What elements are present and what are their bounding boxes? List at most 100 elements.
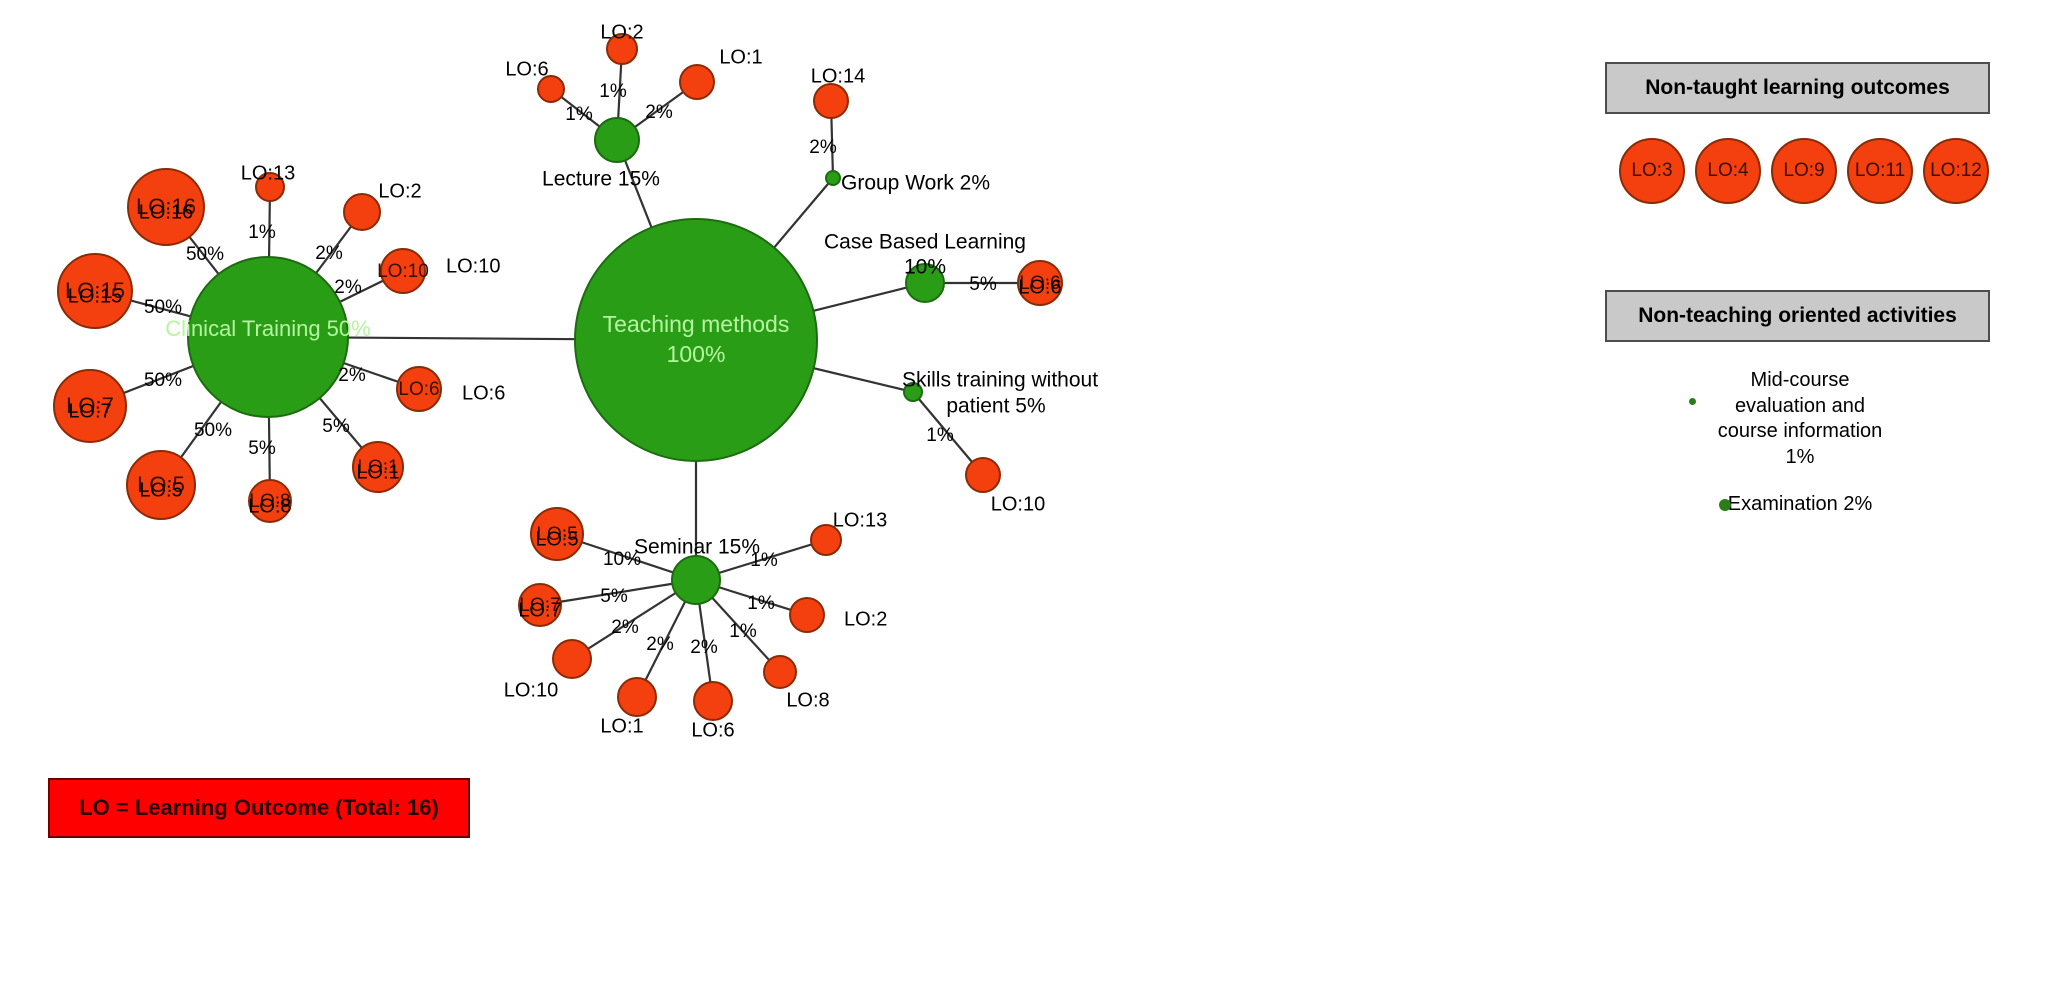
outcome-lecture-0-pct: 1% bbox=[565, 104, 593, 125]
label-case-based-learning: Case Based Learning bbox=[824, 231, 1026, 254]
outcome-clinical-training-5-pct: 50% bbox=[144, 370, 182, 391]
node-teaching-methods[interactable] bbox=[574, 218, 818, 462]
outcome-clinical-training-7-pct: 5% bbox=[322, 416, 350, 437]
non-taught-chip-lo-11[interactable]: LO:11 bbox=[1847, 138, 1913, 204]
non-teaching-item-0-line: evaluation and bbox=[1734, 394, 1866, 417]
node-skills-training[interactable] bbox=[903, 382, 923, 402]
lo-key-legend: LO = Learning Outcome (Total: 16) bbox=[48, 778, 470, 838]
node-seminar-outcome-4[interactable] bbox=[693, 681, 733, 721]
node-seminar-outcome-6[interactable] bbox=[789, 597, 825, 633]
outcome-seminar-0-outside-label: LO:5 bbox=[535, 528, 578, 550]
node-group-work[interactable] bbox=[825, 170, 841, 186]
node-group-work-outcome-0[interactable] bbox=[813, 83, 849, 119]
outcome-seminar-7-label: LO:13 bbox=[833, 509, 887, 531]
root-value: 100% bbox=[667, 341, 726, 367]
non-taught-chip-lo-4[interactable]: LO:4 bbox=[1695, 138, 1761, 204]
outcome-clinical-training-6-inner-label: LO:6 bbox=[398, 379, 439, 400]
non-teaching-item-1-line: Examination 2% bbox=[1727, 493, 1873, 515]
node-clinical-training-outcome-2[interactable] bbox=[343, 193, 381, 231]
label-case-based-learning-value: 10% bbox=[904, 256, 946, 279]
outcome-clinical-training-6-pct: 2% bbox=[338, 365, 366, 386]
node-clinical-training-outcome-5[interactable] bbox=[53, 369, 127, 443]
outcome-seminar-1-inner-label: LO:7 bbox=[519, 595, 560, 616]
outcome-lecture-1-pct: 1% bbox=[599, 81, 627, 102]
outcome-seminar-1-outside-label: LO:7 bbox=[518, 599, 561, 621]
node-seminar-outcome-3[interactable] bbox=[617, 677, 657, 717]
node-clinical-training-outcome-3[interactable] bbox=[380, 248, 426, 294]
non-taught-chip-lo-12[interactable]: LO:12 bbox=[1923, 138, 1989, 204]
node-lecture-outcome-2[interactable] bbox=[679, 64, 715, 100]
non-taught-legend-title: Non-taught learning outcomes bbox=[1605, 62, 1990, 114]
outcome-clinical-training-8-inner-label: LO:5 bbox=[137, 472, 185, 497]
outcome-case-based-learning-0-inner-label: LO:6 bbox=[1019, 273, 1060, 294]
non-taught-chip-row: LO:3 LO:4 LO:9 LO:11 LO:12 bbox=[1605, 138, 1990, 214]
non-teaching-item-0-line: course information bbox=[1717, 420, 1883, 443]
label-skills-training: Skills training without bbox=[902, 369, 1098, 392]
node-seminar-outcome-1[interactable] bbox=[518, 583, 562, 627]
node-skills-training-outcome-0[interactable] bbox=[965, 457, 1001, 493]
outcome-case-based-learning-0-pct: 5% bbox=[969, 274, 997, 295]
outcome-clinical-training-0-pct: 50% bbox=[186, 244, 224, 265]
outcome-case-based-learning-0-outside-label: LO:6 bbox=[1018, 276, 1061, 298]
node-clinical-training-outcome-6[interactable] bbox=[396, 366, 442, 412]
outcome-seminar-6-pct: 1% bbox=[747, 593, 775, 614]
outcome-clinical-training-1-label: LO:13 bbox=[241, 162, 295, 184]
non-taught-chip-lo-3[interactable]: LO:3 bbox=[1619, 138, 1685, 204]
node-clinical-training-outcome-8[interactable] bbox=[126, 450, 196, 520]
node-clinical-training-outcome-1[interactable] bbox=[255, 172, 285, 202]
node-seminar-outcome-2[interactable] bbox=[552, 639, 592, 679]
outcome-clinical-training-7-inner-label: LO:1 bbox=[357, 457, 398, 478]
outcome-lecture-0-label: LO:6 bbox=[505, 58, 548, 80]
outcome-clinical-training-0-outside-label: LO:16 bbox=[139, 201, 193, 223]
outcome-skills-training-0-pct: 1% bbox=[926, 425, 954, 446]
outcome-lecture-2-label: LO:1 bbox=[719, 46, 762, 68]
label-skills-training-value: patient 5% bbox=[946, 395, 1045, 418]
outcome-seminar-0-inner-label: LO:5 bbox=[536, 524, 577, 545]
outcome-clinical-training-4-pct: 50% bbox=[144, 297, 182, 318]
node-clinical-training-outcome-0[interactable] bbox=[127, 168, 205, 246]
node-clinical-training[interactable] bbox=[187, 256, 349, 418]
outcome-clinical-training-8-outside-label: LO:5 bbox=[139, 479, 182, 501]
non-teaching-item-list: Mid-course evaluation and course informati… bbox=[1605, 342, 1990, 542]
outcome-seminar-0-pct: 10% bbox=[603, 549, 641, 570]
outcome-seminar-2-pct: 2% bbox=[611, 617, 639, 638]
outcome-seminar-7-pct: 1% bbox=[750, 550, 778, 571]
non-teaching-legend: Non-teaching oriented activities Mid-cou… bbox=[1605, 290, 1990, 542]
outcome-clinical-training-1-pct: 1% bbox=[248, 222, 276, 243]
non-teaching-dot-1[interactable] bbox=[1719, 499, 1731, 511]
non-teaching-item-1: Examination 2% bbox=[1635, 492, 1965, 518]
node-clinical-training-outcome-4[interactable] bbox=[57, 253, 133, 329]
non-teaching-item-0: Mid-course evaluation and course informati… bbox=[1635, 368, 1965, 470]
label-layer: Teaching methods 100% Lecture 15% Group Wor… bbox=[65, 21, 1098, 741]
node-seminar-outcome-5[interactable] bbox=[763, 655, 797, 689]
node-case-based-learning-outcome-0[interactable] bbox=[1017, 260, 1063, 306]
node-lecture-outcome-0[interactable] bbox=[537, 75, 565, 103]
label-clinical-training: Clinical Training 50% bbox=[165, 316, 370, 341]
node-seminar-outcome-0[interactable] bbox=[530, 507, 584, 561]
edge-skills-training-to-outcome-0 bbox=[912, 391, 984, 476]
label-group-work: Group Work 2% bbox=[841, 172, 990, 195]
outcome-lecture-1-label: LO:2 bbox=[600, 21, 643, 43]
node-seminar[interactable] bbox=[671, 555, 721, 605]
node-seminar-outcome-7[interactable] bbox=[810, 524, 842, 556]
node-clinical-training-outcome-7[interactable] bbox=[352, 441, 404, 493]
non-taught-legend: Non-taught learning outcomes LO:3 LO:4 LO:… bbox=[1605, 62, 1990, 214]
node-lecture-outcome-1[interactable] bbox=[606, 33, 638, 65]
outcome-seminar-5-label: LO:8 bbox=[786, 689, 829, 711]
outcome-seminar-3-pct: 2% bbox=[646, 634, 674, 655]
outcome-seminar-6-label: LO:2 bbox=[844, 608, 887, 630]
non-taught-chip-lo-9[interactable]: LO:9 bbox=[1771, 138, 1837, 204]
node-case-based-learning[interactable] bbox=[905, 263, 945, 303]
outcome-clinical-training-9-outside-label: LO:8 bbox=[248, 495, 291, 517]
outcome-clinical-training-4-outside-label: LO:15 bbox=[68, 285, 122, 307]
non-teaching-dot-0[interactable] bbox=[1689, 398, 1696, 405]
outcome-lecture-2-pct: 2% bbox=[645, 102, 673, 123]
node-lecture[interactable] bbox=[594, 117, 640, 163]
outcome-clinical-training-5-outside-label: LO:7 bbox=[68, 400, 111, 422]
node-clinical-training-outcome-9[interactable] bbox=[248, 479, 292, 523]
label-seminar: Seminar 15% bbox=[634, 536, 760, 559]
non-teaching-legend-title: Non-teaching oriented activities bbox=[1605, 290, 1990, 342]
outcome-seminar-2-label: LO:10 bbox=[504, 679, 558, 701]
edge-seminar-to-outcome-1 bbox=[539, 578, 697, 607]
node-layer bbox=[53, 33, 1063, 721]
